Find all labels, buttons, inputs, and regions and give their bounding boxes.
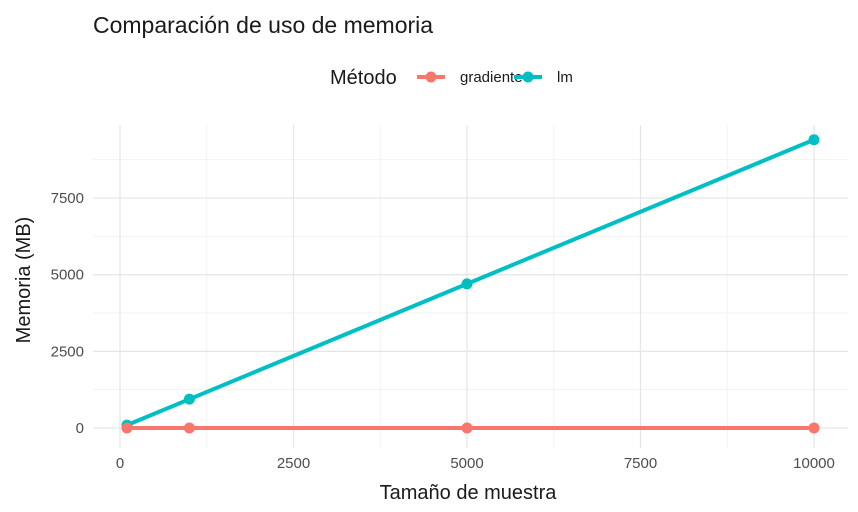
y-tick-label: 2500 [51, 343, 84, 360]
legend: Método gradiente lm [330, 67, 573, 89]
chart-title: Comparación de uso de memoria [93, 12, 433, 38]
series-gradiente [121, 422, 820, 434]
data-point-gradiente [121, 422, 133, 434]
legend-title: Método [330, 67, 397, 89]
series-line-lm [124, 137, 816, 428]
x-tick-label: 0 [116, 455, 124, 472]
legend-key-point [425, 71, 437, 83]
legend-key-point [522, 71, 534, 83]
data-point-lm [808, 134, 820, 146]
y-axis-title: Memoria (MB) [13, 217, 35, 344]
x-tick-label: 10000 [793, 455, 835, 472]
data-point-lm [461, 278, 473, 290]
data-point-lm [183, 393, 195, 405]
y-tick-label: 5000 [51, 267, 84, 284]
tick-labels: 0 2500 5000 7500 10000 0 2500 5000 7500 [51, 190, 835, 472]
x-tick-label: 5000 [450, 455, 483, 472]
x-axis-title: Tamaño de muestra [380, 482, 558, 504]
x-tick-label: 2500 [277, 455, 310, 472]
series-layer [121, 134, 820, 434]
y-tick-label: 0 [76, 420, 84, 437]
data-point-gradiente [461, 422, 473, 434]
data-point-gradiente [808, 422, 820, 434]
legend-label: gradiente [460, 69, 523, 86]
data-point-gradiente [183, 422, 195, 434]
series-lm [121, 134, 820, 431]
legend-item-lm: lm [514, 69, 573, 86]
y-tick-label: 7500 [51, 190, 84, 207]
x-tick-label: 7500 [624, 455, 657, 472]
legend-label: lm [557, 69, 573, 86]
legend-item-gradiente: gradiente [417, 69, 523, 86]
